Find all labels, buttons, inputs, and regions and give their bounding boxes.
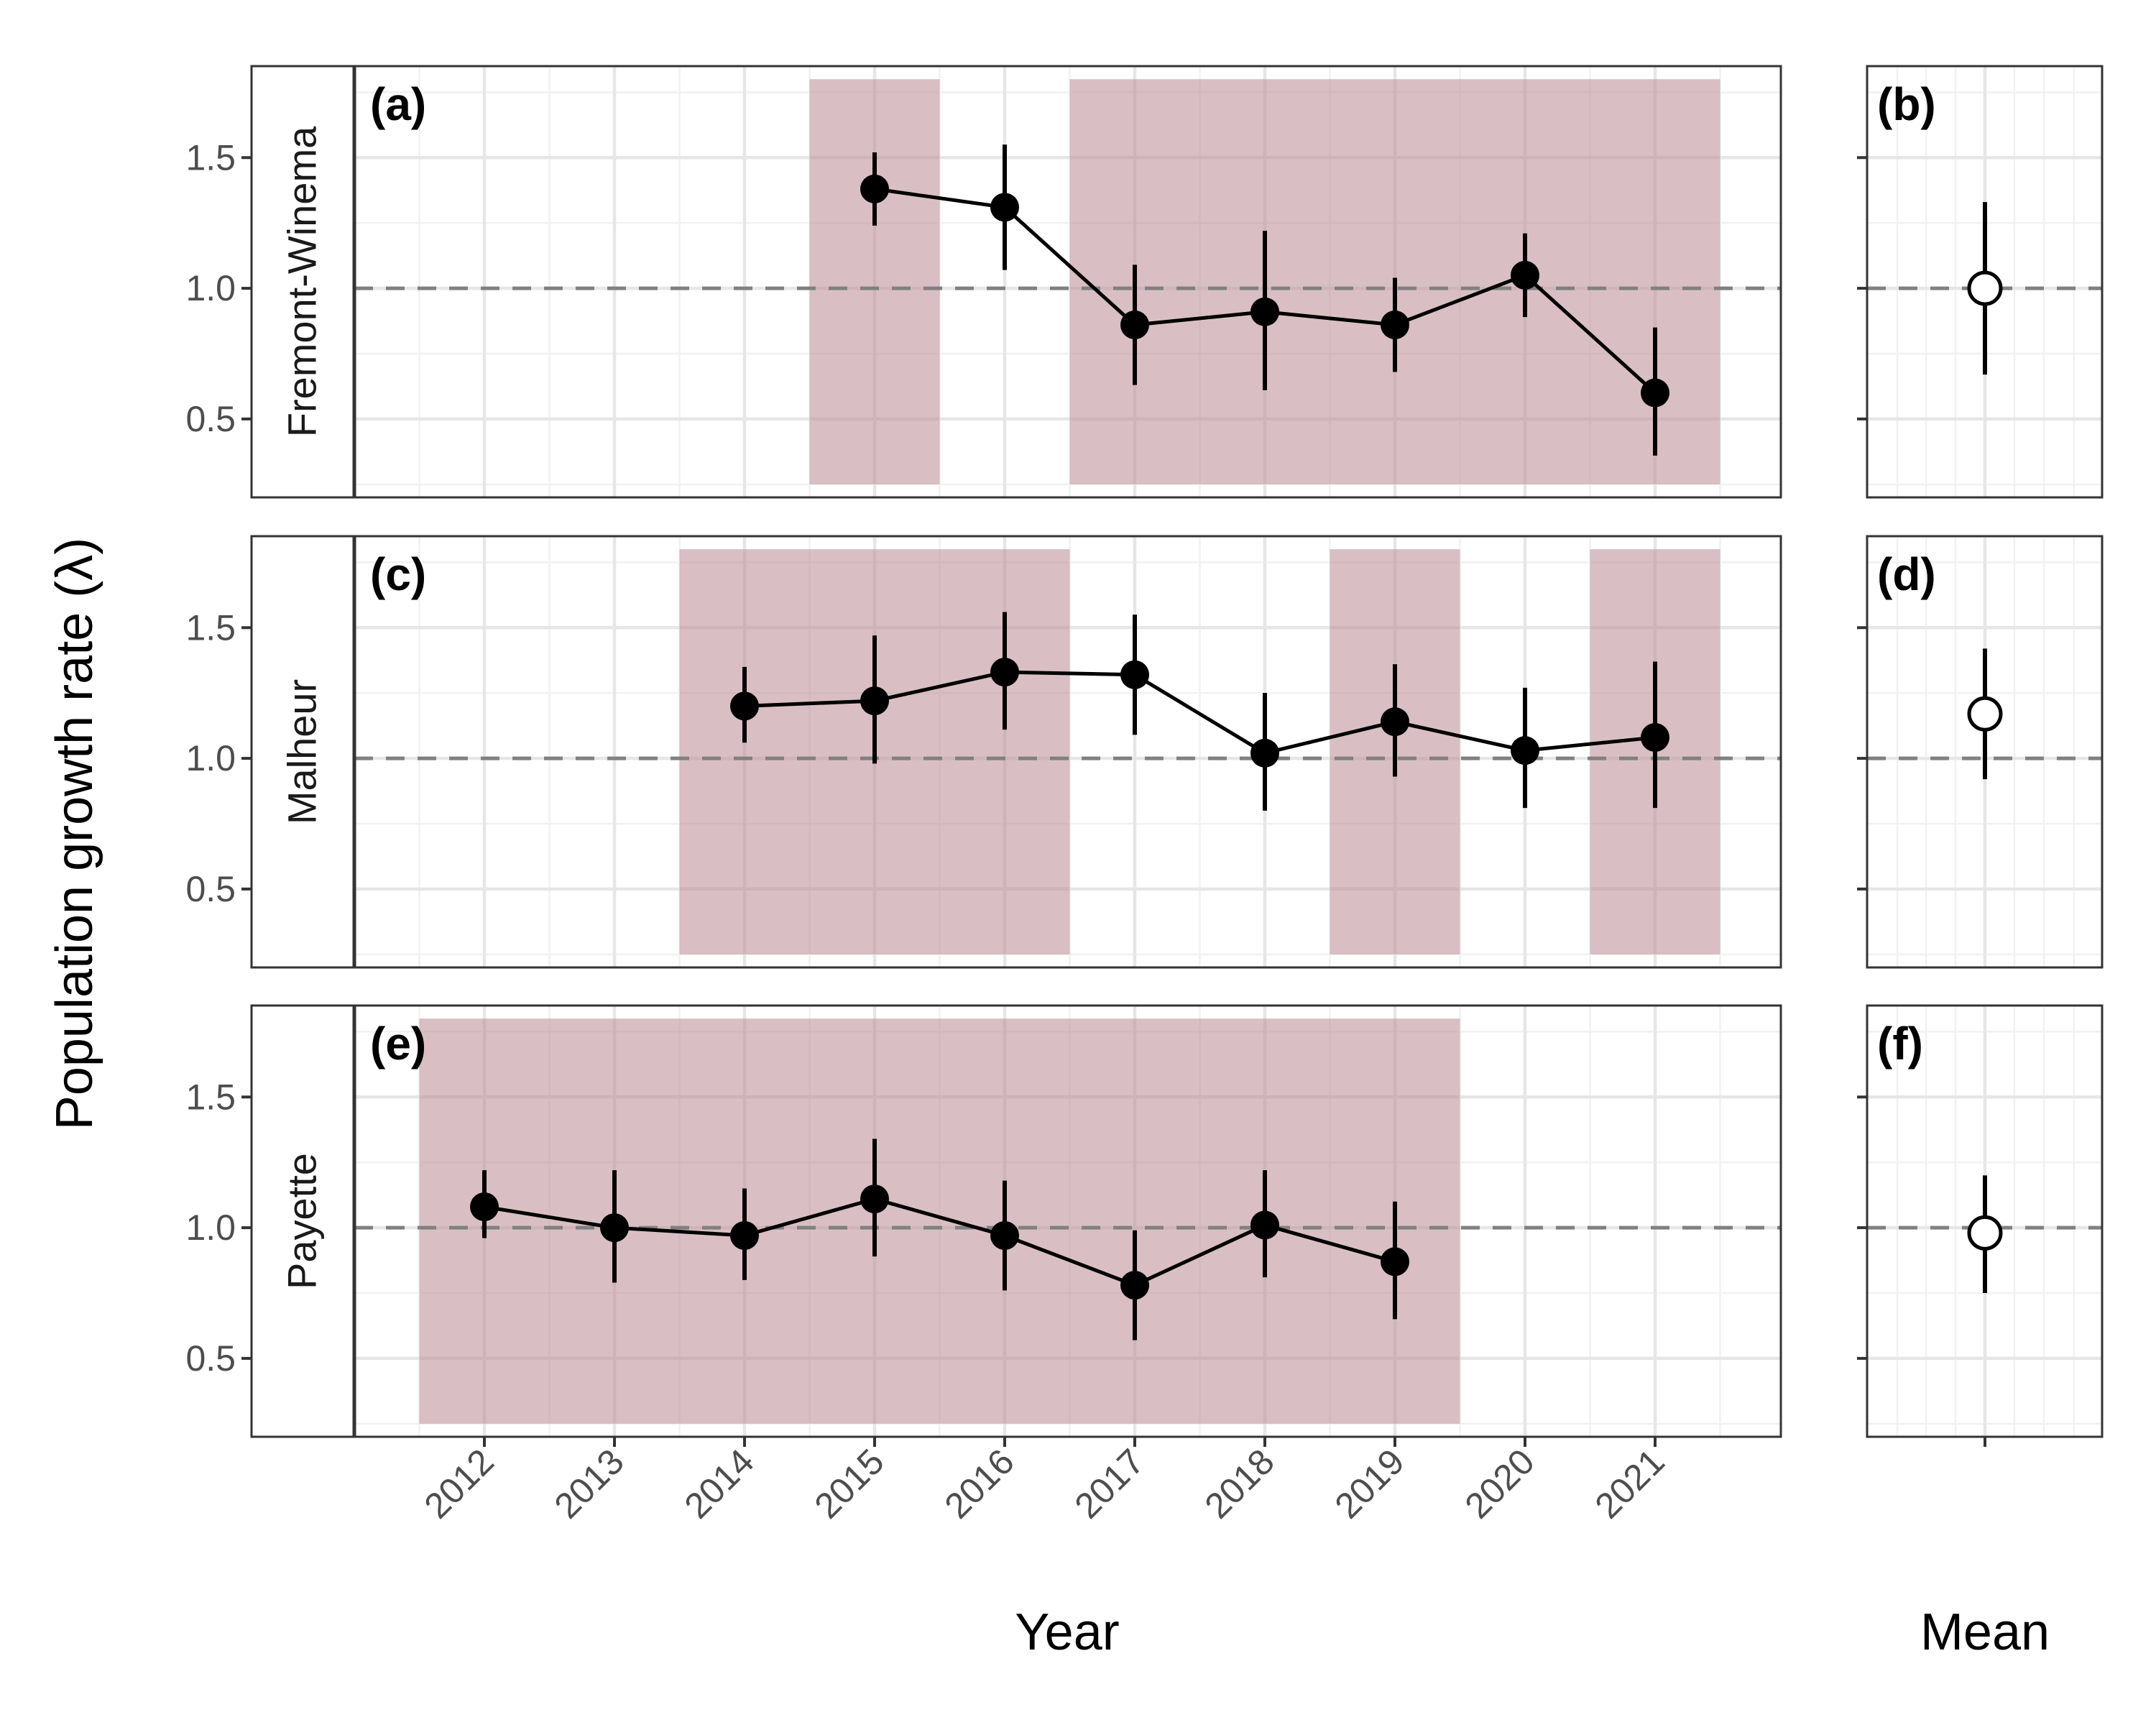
data-point — [470, 1192, 499, 1221]
x-axis-ticks: 2012 2013 2014 2015 2016 2017 2018 2019 2020 2021 — [417, 1437, 1986, 1526]
data-point — [860, 686, 889, 716]
y-axis-title: Population growth rate (λ) — [46, 538, 103, 1130]
data-point — [990, 1221, 1019, 1250]
mean-panel-border — [1866, 65, 2104, 499]
x-axis-title-year: Year — [1015, 1604, 1119, 1661]
y-tick-label: 1.5 — [185, 1077, 236, 1117]
y-tick-label: 0.5 — [185, 399, 236, 439]
y-tick-label: 0.5 — [185, 869, 236, 909]
panel-tag: (a) — [370, 78, 426, 130]
x-tick-label: 2014 — [677, 1441, 762, 1526]
panels-layer: Fremont-Winema 0.5 1.0 1.5 (a) (b) Malheur 0.5 1… — [185, 65, 2104, 1438]
panel-2: Payette 0.5 1.0 1.5 (e) — [185, 1004, 1782, 1438]
y-tick-label: 1.5 — [185, 137, 236, 178]
data-point — [1250, 297, 1279, 326]
facet-strip — [252, 1006, 354, 1437]
data-point — [1641, 378, 1669, 408]
x-tick-label: 2015 — [807, 1441, 892, 1526]
panel-1: Malheur 0.5 1.0 1.5 (c) — [185, 535, 1782, 969]
data-point — [1120, 660, 1149, 689]
x-tick-label: 2020 — [1457, 1441, 1542, 1526]
facet-strip — [252, 66, 354, 497]
mean-point — [1967, 1215, 2003, 1251]
data-point — [1250, 1210, 1279, 1240]
y-tick-label: 1.5 — [185, 607, 236, 648]
data-point — [860, 174, 889, 203]
panel-0: Fremont-Winema 0.5 1.0 1.5 (a) — [185, 65, 1782, 499]
series-line — [744, 670, 1656, 755]
x-tick-label: 2013 — [547, 1441, 632, 1526]
panel-border — [250, 1004, 1782, 1438]
panel-tag: (f) — [1877, 1018, 1923, 1070]
panel-tag: (b) — [1877, 78, 1936, 130]
data-point — [990, 193, 1019, 222]
data-point — [730, 691, 759, 721]
panel-tag: (e) — [370, 1018, 426, 1070]
panel-tag: (c) — [370, 548, 426, 600]
x-tick-label: 2019 — [1327, 1441, 1412, 1526]
data-point — [1381, 707, 1409, 737]
x-tick-label: 2021 — [1588, 1441, 1672, 1526]
data-point — [1511, 736, 1539, 765]
x-axis-title-mean: Mean — [1920, 1604, 2050, 1661]
shaded-period — [419, 1018, 1460, 1424]
data-point — [1381, 310, 1409, 339]
data-point — [730, 1221, 759, 1250]
data-point — [1250, 738, 1279, 768]
mean-point — [1967, 270, 2003, 306]
data-point — [1381, 1247, 1409, 1276]
x-tick-label: 2018 — [1197, 1441, 1282, 1526]
strip-label: Payette — [280, 1153, 325, 1289]
data-point — [1120, 1271, 1149, 1300]
data-point — [990, 658, 1019, 687]
data-point — [860, 1184, 889, 1214]
y-tick-label: 1.0 — [185, 738, 236, 778]
data-point — [600, 1213, 629, 1243]
strip-label: Malheur — [280, 679, 325, 824]
mean-point — [1967, 696, 2003, 732]
mean-panel-0: (b) — [1857, 65, 2104, 499]
y-tick-label: 1.0 — [185, 268, 236, 308]
panel-tag: (d) — [1877, 548, 1936, 600]
panel-border — [250, 535, 1782, 969]
y-tick-label: 1.0 — [185, 1208, 236, 1248]
shaded-period — [809, 79, 940, 484]
data-point — [1641, 723, 1669, 752]
x-tick-label: 2017 — [1067, 1441, 1152, 1526]
y-tick-label: 0.5 — [185, 1338, 236, 1379]
strip-label: Fremont-Winema — [280, 126, 325, 437]
mean-panel-border — [1866, 535, 2104, 969]
data-point — [1511, 260, 1539, 290]
x-tick-label: 2012 — [417, 1441, 502, 1526]
mean-panel-1: (d) — [1857, 535, 2104, 969]
facet-strip — [252, 536, 354, 967]
mean-panel-2: (f) — [1857, 1004, 2104, 1438]
series-line — [484, 1197, 1396, 1287]
panel-border — [250, 65, 1782, 499]
x-tick-label: 2016 — [937, 1441, 1022, 1526]
data-point — [1120, 310, 1149, 339]
